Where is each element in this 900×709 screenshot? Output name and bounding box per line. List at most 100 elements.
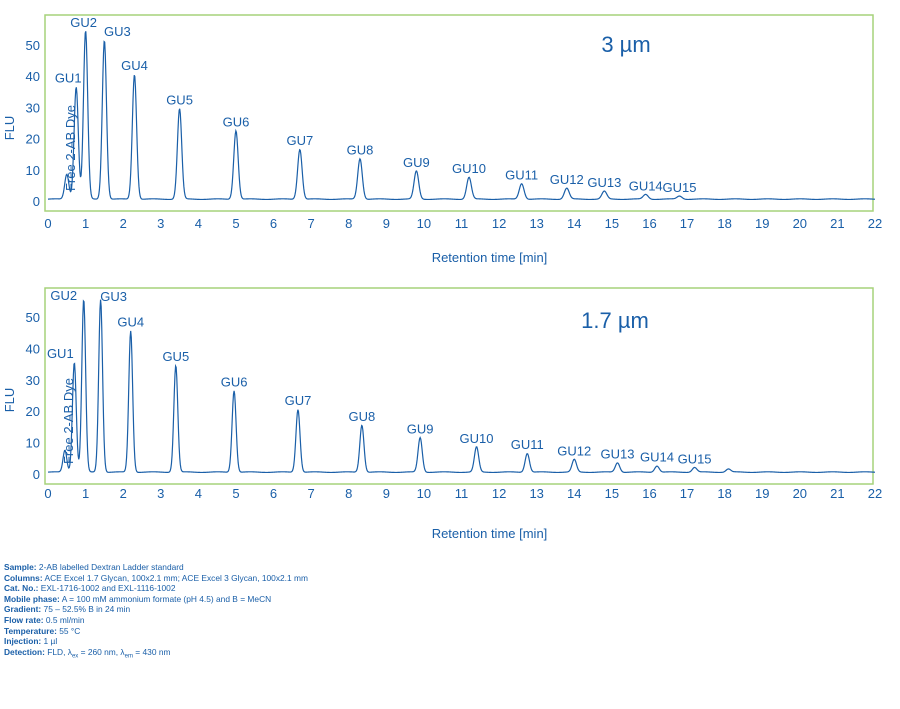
peak-label: GU11 <box>505 167 538 182</box>
chart-panel-2: 0 1 2 3 4 5 6 7 8 9 10 11 12 13 14 15 16 17 18 19 20 21 220102… <box>2 287 882 541</box>
x-tick-label: 21 <box>830 486 844 501</box>
x-tick-label: 13 <box>529 216 543 231</box>
x-tick-label: 6 <box>270 216 277 231</box>
x-tick-label: 20 <box>793 486 807 501</box>
method-row-value: EXL-1716-1002 and EXL-1116-1002 <box>38 583 176 594</box>
y-tick-label: 20 <box>26 132 40 147</box>
method-row-label: Temperature: <box>4 625 57 636</box>
peak-label: GU10 <box>460 431 494 446</box>
plot-frame <box>44 287 874 485</box>
x-tick-label: 0 <box>44 486 51 501</box>
x-tick-label: 22 <box>868 216 882 231</box>
peak-label: GU6 <box>223 114 250 129</box>
x-tick-label: 9 <box>383 486 390 501</box>
peak-label: GU7 <box>285 393 312 408</box>
x-tick-label: 8 <box>345 486 352 501</box>
x-tick-label: 11 <box>455 216 469 231</box>
peak-label: GU10 <box>452 161 486 176</box>
x-tick-label: 8 <box>345 216 352 231</box>
method-row-value: 75 – 52.5% B in 24 min <box>41 604 131 615</box>
method-row-label: Sample: <box>4 562 37 572</box>
x-tick-label: 12 <box>492 216 506 231</box>
method-row: Temperature: 55 °C <box>4 626 564 637</box>
peak-label: GU1 <box>55 71 82 86</box>
y-tick-label: 30 <box>26 373 40 388</box>
x-tick-label: 21 <box>830 216 844 231</box>
peak-label: GU6 <box>221 374 248 389</box>
x-tick-label: 7 <box>308 486 315 501</box>
method-row-value: = 260 nm, λ <box>78 646 125 657</box>
x-tick-label: 10 <box>417 486 431 501</box>
y-tick-label: 40 <box>26 341 40 356</box>
x-tick-label: 13 <box>529 486 543 501</box>
peak-label-free-dye: Free 2-AB Dye <box>61 378 76 464</box>
y-tick-label: 50 <box>26 310 40 325</box>
x-tick-label: 12 <box>492 486 506 501</box>
chart-panel-1: 0 1 2 3 4 5 6 7 8 9 10 11 12 13 14 15 16 17 18 19 20 21 220102… <box>2 14 882 265</box>
peak-label: GU9 <box>403 155 430 170</box>
peak-label: GU15 <box>663 180 697 195</box>
x-tick-label: 2 <box>120 216 127 231</box>
chromatogram-trace <box>47 299 876 474</box>
peak-label: GU3 <box>100 289 127 304</box>
peak-label: GU8 <box>349 409 376 424</box>
method-row-value: A = 100 mM ammonium formate (pH 4.5) and… <box>59 593 272 604</box>
y-tick-label: 0 <box>33 194 40 209</box>
x-tick-label: 18 <box>717 216 731 231</box>
x-tick-label: 7 <box>308 216 315 231</box>
method-row-value: ACE Excel 1.7 Glycan, 100x2.1 mm; ACE Ex… <box>42 572 308 583</box>
method-details: Sample: 2-AB labelled Dextran Ladder sta… <box>4 562 564 662</box>
subscript-ex: ex <box>71 653 79 660</box>
method-row-value: 2-AB labelled Dextran Ladder standard <box>36 562 184 572</box>
peak-label: GU4 <box>121 58 148 73</box>
method-row: Sample: 2-AB labelled Dextran Ladder sta… <box>4 562 564 573</box>
chromatogram-trace <box>47 31 876 201</box>
method-row: Columns: ACE Excel 1.7 Glycan, 100x2.1 m… <box>4 573 564 584</box>
method-row-value: FLD, λ <box>44 646 72 657</box>
peak-label: GU5 <box>162 349 189 364</box>
method-row: Gradient: 75 – 52.5% B in 24 min <box>4 604 564 615</box>
peak-label: GU2 <box>50 288 77 303</box>
peak-label: GU14 <box>629 178 663 193</box>
y-tick-label: 40 <box>26 69 40 84</box>
x-tick-label: 19 <box>755 216 769 231</box>
x-tick-label: 11 <box>455 486 469 501</box>
method-row-value: 55 °C <box>56 625 81 636</box>
x-tick-label: 22 <box>868 486 882 501</box>
method-row-label: Mobile phase: <box>4 593 60 604</box>
peak-label: GU15 <box>678 451 712 466</box>
peak-label-free-dye: Free 2-AB Dye <box>63 105 78 191</box>
y-tick-label: 0 <box>33 467 40 482</box>
peak-label: GU12 <box>557 443 591 458</box>
x-tick-label: 15 <box>605 216 619 231</box>
peak-label: GU7 <box>286 133 313 148</box>
peak-label: GU13 <box>587 175 621 190</box>
peak-label: GU2 <box>70 15 97 30</box>
x-tick-label: 4 <box>195 216 202 231</box>
x-tick-label: 1 <box>82 486 89 501</box>
method-row-value: 0.5 ml/min <box>43 614 85 625</box>
method-row: Mobile phase: A = 100 mM ammonium format… <box>4 594 564 605</box>
method-row-value: 1 µl <box>41 636 58 647</box>
plot-frame <box>44 14 874 212</box>
method-row-label: Injection: <box>4 636 42 647</box>
chromatogram-figure: 0 1 2 3 4 5 6 7 8 9 10 11 12 13 14 15 16 17 18 19 20 21 220102… <box>2 14 882 541</box>
y-axis-label: FLU <box>2 116 17 141</box>
x-tick-label: 14 <box>567 216 581 231</box>
peak-label: GU13 <box>601 447 635 462</box>
x-tick-label: 14 <box>567 486 581 501</box>
x-tick-label: 5 <box>232 486 239 501</box>
peak-label: GU8 <box>347 142 374 157</box>
x-tick-label: 17 <box>680 216 694 231</box>
x-tick-label: 17 <box>680 486 694 501</box>
x-tick-label: 16 <box>642 216 656 231</box>
peak-label: GU14 <box>640 450 674 465</box>
method-row-label: Detection: <box>4 646 45 657</box>
x-tick-label: 0 <box>44 216 51 231</box>
peak-label: GU11 <box>511 437 544 452</box>
y-axis-label: FLU <box>2 388 17 413</box>
y-tick-label: 20 <box>26 404 40 419</box>
y-tick-label: 10 <box>26 163 40 178</box>
x-tick-label: 19 <box>755 486 769 501</box>
peak-label: GU12 <box>550 172 584 187</box>
